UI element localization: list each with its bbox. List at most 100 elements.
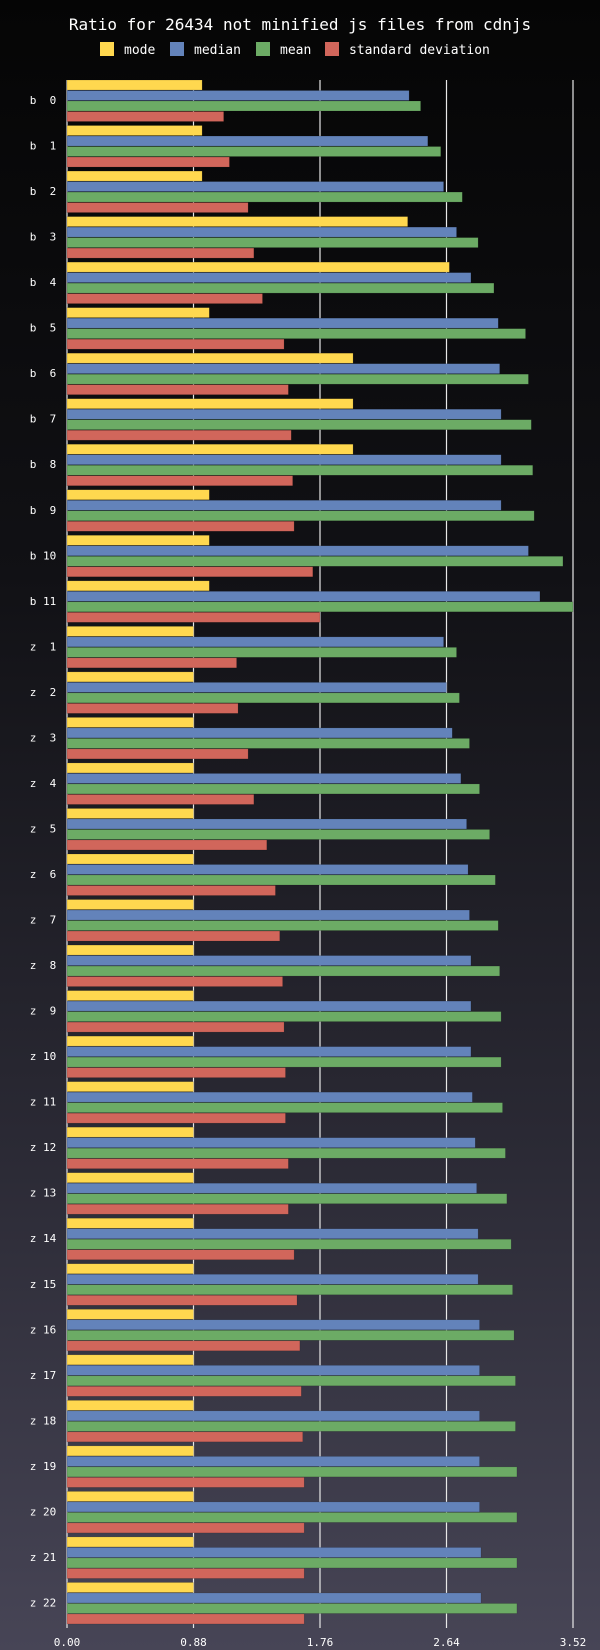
- bar-b-3-mean: [66, 237, 479, 248]
- bar-b-3-mode: [66, 216, 408, 227]
- bar-b-2-mode: [66, 170, 203, 182]
- bar-z-14-standard-deviation: [66, 1249, 295, 1260]
- bar-z-16-mean: [66, 1330, 515, 1341]
- bar-z-12-mean: [66, 1147, 506, 1159]
- category-label-z-11: z 11: [30, 1096, 57, 1109]
- bar-z-7-standard-deviation: [66, 930, 280, 942]
- bar-z-7-mode: [66, 899, 194, 910]
- legend: mode median mean standard deviation: [100, 42, 490, 58]
- bar-z-19-standard-deviation: [66, 1477, 305, 1488]
- category-label-z-8: z 8: [30, 959, 57, 972]
- legend-label-median: median: [194, 43, 241, 58]
- bar-z-18-median: [66, 1410, 480, 1422]
- bar-z-4-standard-deviation: [66, 794, 255, 805]
- bar-z-17-standard-deviation: [66, 1386, 302, 1397]
- bar-z-10-mean: [66, 1056, 502, 1068]
- bar-b-4-mode: [66, 261, 450, 273]
- bar-b-10-median: [66, 545, 529, 557]
- bar-z-4-mode: [66, 762, 194, 774]
- bar-z-22-standard-deviation: [66, 1613, 305, 1625]
- chart-title: Ratio for 26434 not minified js files fr…: [69, 15, 531, 34]
- bar-z-18-standard-deviation: [66, 1431, 303, 1443]
- bar-z-6-standard-deviation: [66, 885, 276, 896]
- bar-b-10-standard-deviation: [66, 566, 314, 578]
- bar-b-9-mean: [66, 510, 535, 522]
- category-label-z-12: z 12: [30, 1141, 57, 1154]
- category-label-z-5: z 5: [30, 822, 57, 835]
- bar-b-0-mode: [66, 79, 203, 91]
- bar-b-5-standard-deviation: [66, 338, 285, 350]
- bar-z-15-standard-deviation: [66, 1295, 298, 1306]
- bar-b-5-mode: [66, 307, 210, 318]
- bar-z-15-mode: [66, 1263, 194, 1275]
- bar-z-3-standard-deviation: [66, 748, 249, 760]
- x-tick-label-4: 3.52: [560, 1636, 587, 1649]
- bar-z-5-mean: [66, 829, 490, 840]
- category-label-b-3: b 3: [30, 231, 57, 244]
- bar-b-9-mode: [66, 489, 210, 501]
- category-label-z-1: z 1: [30, 640, 57, 653]
- bar-z-19-median: [66, 1456, 480, 1467]
- bar-b-1-mode: [66, 125, 203, 136]
- bar-z-8-mean: [66, 965, 500, 977]
- bar-z-7-mean: [66, 920, 499, 931]
- category-label-z-21: z 21: [30, 1551, 57, 1564]
- bar-z-19-mean: [66, 1466, 518, 1478]
- bar-b-2-standard-deviation: [66, 202, 249, 213]
- bar-b-11-mode: [66, 580, 210, 592]
- x-tick-label-1: 0.88: [180, 1636, 207, 1649]
- bar-z-1-mean: [66, 647, 457, 658]
- bar-z-20-standard-deviation: [66, 1522, 305, 1534]
- category-label-z-7: z 7: [30, 914, 57, 927]
- bar-b-8-mode: [66, 443, 354, 455]
- bar-z-13-mean: [66, 1193, 508, 1204]
- bar-b-3-standard-deviation: [66, 247, 255, 259]
- bar-z-9-mode: [66, 990, 194, 1001]
- bar-b-2-median: [66, 181, 444, 192]
- bar-z-3-median: [66, 727, 453, 739]
- bar-z-4-mean: [66, 783, 480, 795]
- bar-b-5-mean: [66, 328, 526, 339]
- bar-z-3-mode: [66, 717, 194, 728]
- x-axis-ticks: 0.00 0.88 1.76 2.64 3.52: [54, 1636, 587, 1649]
- category-label-z-9: z 9: [30, 1005, 57, 1018]
- bar-b-9-standard-deviation: [66, 521, 295, 532]
- bar-z-2-mean: [66, 692, 460, 704]
- category-label-z-3: z 3: [30, 731, 57, 744]
- legend-swatch-mode: [100, 42, 114, 56]
- bar-b-6-mode: [66, 352, 354, 364]
- bar-b-8-median: [66, 454, 502, 465]
- bar-z-17-median: [66, 1365, 480, 1376]
- bar-b-6-mean: [66, 373, 529, 385]
- bar-z-21-median: [66, 1547, 482, 1558]
- bar-z-6-mean: [66, 874, 496, 886]
- bar-z-15-median: [66, 1274, 479, 1285]
- bar-z-6-median: [66, 864, 469, 875]
- category-label-b-0: b 0: [30, 94, 57, 107]
- bar-b-10-mean: [66, 556, 564, 567]
- bar-z-11-mode: [66, 1081, 194, 1092]
- bar-b-7-mode: [66, 398, 354, 409]
- bar-b-4-mean: [66, 282, 495, 294]
- bar-z-4-median: [66, 773, 462, 784]
- bar-z-10-median: [66, 1046, 472, 1057]
- bar-z-8-median: [66, 955, 472, 966]
- category-label-b-7: b 7: [30, 413, 57, 426]
- bar-z-5-mode: [66, 808, 194, 819]
- bar-z-13-median: [66, 1182, 477, 1194]
- bar-b-11-mean: [66, 601, 574, 613]
- legend-label-standard-deviation: standard deviation: [349, 43, 490, 58]
- category-label-z-10: z 10: [30, 1050, 57, 1063]
- category-label-z-22: z 22: [30, 1596, 57, 1609]
- bar-z-17-mean: [66, 1375, 516, 1387]
- bar-z-16-mode: [66, 1309, 194, 1320]
- bar-b-0-mean: [66, 100, 421, 112]
- bar-b-0-standard-deviation: [66, 111, 224, 122]
- category-label-z-16: z 16: [30, 1323, 57, 1336]
- category-label-z-18: z 18: [30, 1414, 57, 1427]
- category-label-b-2: b 2: [30, 185, 57, 198]
- bar-z-11-standard-deviation: [66, 1112, 286, 1124]
- bar-z-1-median: [66, 636, 444, 648]
- bar-z-5-standard-deviation: [66, 839, 268, 851]
- category-label-z-13: z 13: [30, 1187, 57, 1200]
